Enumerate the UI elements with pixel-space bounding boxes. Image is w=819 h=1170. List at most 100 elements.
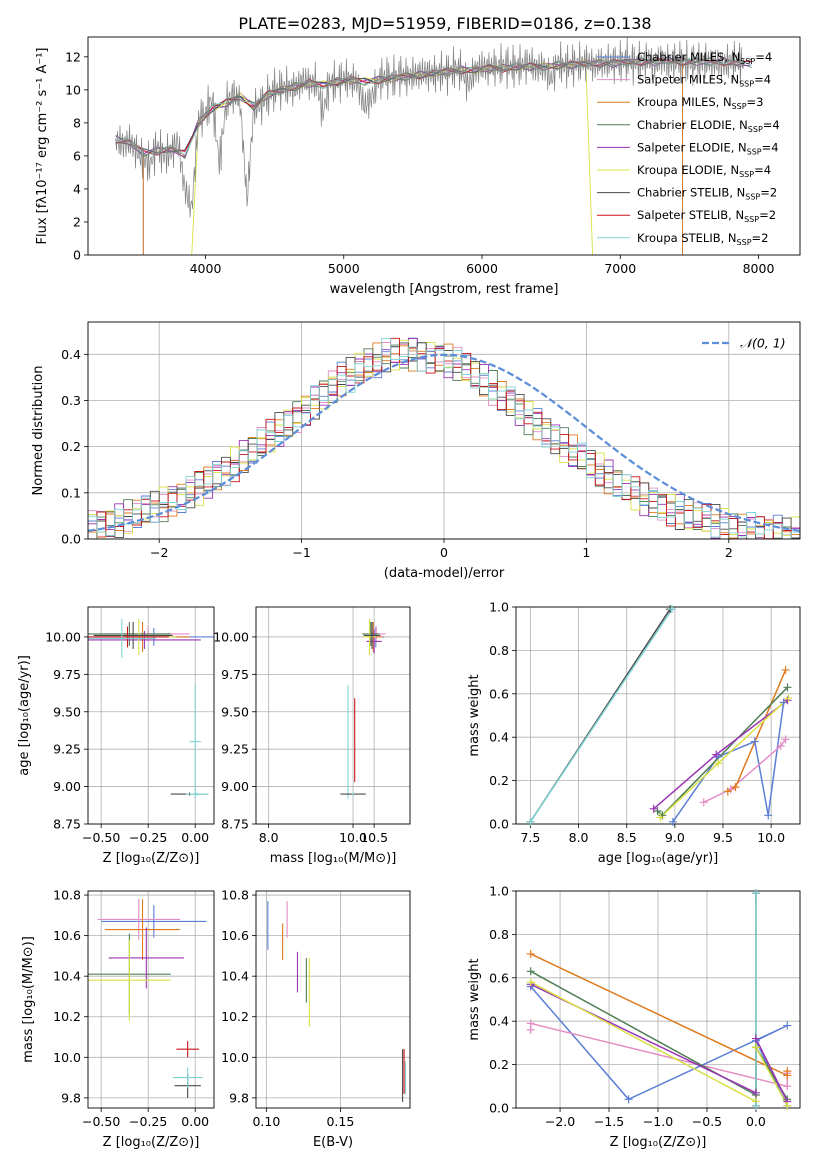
- y-tick-label: 0.2: [489, 773, 509, 788]
- weight-point-marker: [783, 683, 792, 692]
- x-tick-label: 7.5: [520, 830, 540, 845]
- weight-point-marker: [751, 1101, 760, 1110]
- y-tick-label: 10.00: [45, 629, 81, 644]
- x-tick-label: 9.5: [713, 830, 733, 845]
- y-tick-label: 0.8: [489, 643, 509, 658]
- y-tick-label: 9.75: [53, 667, 81, 682]
- y-tick-label: 10.6: [221, 928, 249, 943]
- x-tick-label: 8.5: [617, 830, 637, 845]
- mass_age-panel: 8.0 10.010.5 8.75 9.00 9.25 9.50 9.75 10.00 mass…: [213, 606, 411, 866]
- y-tick-label: 8: [73, 115, 81, 130]
- z_mass-plot-area: [88, 899, 207, 1098]
- residuals-panel: −2 −1 0 1 2 0.0 0.1 0.2 0.3 0.4 (data-model)/error…: [31, 321, 801, 581]
- spectrum-panel: 4000 5000 6000 7000 8000 0 2 4 6 8 10 12 wavelength …: [35, 36, 801, 297]
- y-tick-label: 2: [73, 214, 81, 229]
- age_weight-frame: [515, 606, 801, 825]
- legend-entry: Salpeter STELIB, NSSP=2: [637, 208, 776, 224]
- figure-title: PLATE=0283, MJD=51959, FIBERID=0186, z=0…: [238, 14, 651, 33]
- y-tick-label: 9.00: [53, 779, 81, 794]
- weight-point-marker: [526, 1019, 535, 1028]
- y-tick-label: 8.75: [221, 817, 249, 832]
- y-tick-label: 10.6: [53, 928, 81, 943]
- age_weight-panel: 7.5 8.0 8.5 9.0 9.5 10.0 0.0 0.2 0.4 0.6 0.8 1.0 age…: [467, 600, 801, 866]
- spectrum-frame: [87, 36, 801, 256]
- y-tick-label: 6: [73, 148, 81, 163]
- x-tick-label: 0.10: [252, 1114, 280, 1129]
- y-axis-label: age [log₁₀(age/yr)]: [17, 655, 32, 776]
- y-tick-label: 0.1: [61, 485, 81, 500]
- weight-point-marker: [714, 759, 723, 768]
- weight-point-marker: [526, 967, 535, 976]
- weight-point-marker: [783, 1101, 792, 1110]
- y-tick-label: 10.4: [53, 969, 81, 984]
- y-tick-label: 10.0: [53, 1050, 81, 1065]
- x-tick-label: 8000: [743, 261, 775, 276]
- x-tick-label: 0: [440, 545, 448, 560]
- x-tick-label: −0.25: [129, 1114, 167, 1129]
- weight-point-marker: [624, 1095, 633, 1104]
- weight-point-marker: [751, 1043, 760, 1052]
- weight-point-marker: [667, 605, 676, 614]
- x-tick-label: −0.25: [129, 830, 167, 845]
- x-tick-label: 0.0: [746, 1114, 766, 1129]
- y-tick-label: 10.8: [221, 888, 249, 903]
- weight-point-marker: [526, 949, 535, 958]
- x-tick-label: −2.0: [545, 1114, 575, 1129]
- x-tick-label: 7000: [604, 261, 636, 276]
- y-tick-label: 10.8: [53, 888, 81, 903]
- y-axis-label: mass weight: [467, 674, 482, 756]
- weight-point-marker: [751, 1034, 760, 1043]
- y-tick-label: 4: [73, 181, 81, 196]
- y-tick-label: 0.0: [489, 817, 509, 832]
- weight-point-marker: [751, 1088, 760, 1097]
- y-axis-label: Flux [fλ10⁻¹⁷ erg cm⁻² s⁻¹ A⁻¹]: [35, 48, 50, 245]
- weight-point-marker: [751, 889, 760, 898]
- x-tick-label: −1.0: [643, 1114, 673, 1129]
- ebv_mass-panel: 0.10 0.15 9.8 10.0 10.2 10.4 10.6 10.8 E(B-V): [221, 888, 411, 1150]
- normal-curve: [88, 353, 800, 532]
- y-axis-label: Normed distribution: [31, 366, 46, 496]
- x-tick-label: 6000: [466, 261, 498, 276]
- x-axis-label: Z [log₁₀(Z/Z⊙)]: [610, 1135, 707, 1150]
- y-tick-label: 9.8: [61, 1090, 81, 1105]
- plots-layer: 4000 5000 6000 7000 8000024681012wavelength …: [17, 36, 801, 1150]
- y-axis-label: mass weight: [467, 958, 482, 1040]
- y-tick-label: 0.0: [61, 532, 81, 547]
- y-tick-label: 10.2: [221, 1009, 249, 1024]
- y-tick-label: 9.00: [221, 779, 249, 794]
- x-tick-label: 0.00: [181, 1114, 209, 1129]
- weight-point-marker: [750, 737, 759, 746]
- weight-point-marker: [656, 813, 665, 822]
- weight-point-marker: [783, 1021, 792, 1030]
- x-axis-label: age [log₁₀(age/yr)]: [598, 851, 719, 866]
- y-tick-label: 12: [65, 49, 81, 64]
- legend-entry: Salpeter MILES, NSSP=4: [637, 73, 771, 89]
- y-tick-label: 0.2: [489, 1057, 509, 1072]
- z_weight-panel: −2.0 −1.5 −1.0 −0.5 0.0 0.0 0.2 0.4 0.6 0.8 1.0 Z […: [467, 884, 801, 1150]
- y-tick-label: 0.8: [489, 927, 509, 942]
- y-tick-label: 0: [73, 248, 81, 263]
- x-tick-label: −0.5: [692, 1114, 722, 1129]
- weight-point-marker: [526, 817, 535, 826]
- x-tick-label: −2: [150, 545, 168, 560]
- weight-point-marker: [712, 750, 721, 759]
- weight-point-marker: [781, 735, 790, 744]
- weight-point-marker: [783, 1082, 792, 1091]
- spectrum-plot-area: [115, 37, 752, 255]
- x-tick-label: −1.5: [594, 1114, 624, 1129]
- ebv_mass-frame: [255, 890, 411, 1109]
- x-tick-label: 0.00: [181, 830, 209, 845]
- legend-entry: Chabrier ELODIE, NSSP=4: [637, 118, 780, 134]
- legend-entry: Salpeter ELODIE, NSSP=4: [637, 140, 779, 156]
- x-tick-label: 1: [582, 545, 590, 560]
- x-tick-label: 8.0: [259, 830, 279, 845]
- y-tick-label: 0.4: [489, 1014, 509, 1029]
- y-tick-label: 10.0: [221, 1050, 249, 1065]
- z_age-panel: −0.50 −0.25 0.00 8.75 9.00 9.25 9.50 9.75 10.00 Z…: [17, 606, 215, 866]
- y-tick-label: 10.4: [221, 969, 249, 984]
- weight-point-marker: [723, 787, 732, 796]
- y-tick-label: 0.6: [489, 686, 509, 701]
- weight-series-line: [529, 608, 673, 823]
- x-axis-label: mass [log₁₀(M/M⊙)]: [270, 851, 397, 866]
- x-axis-label: E(B-V): [313, 1135, 353, 1150]
